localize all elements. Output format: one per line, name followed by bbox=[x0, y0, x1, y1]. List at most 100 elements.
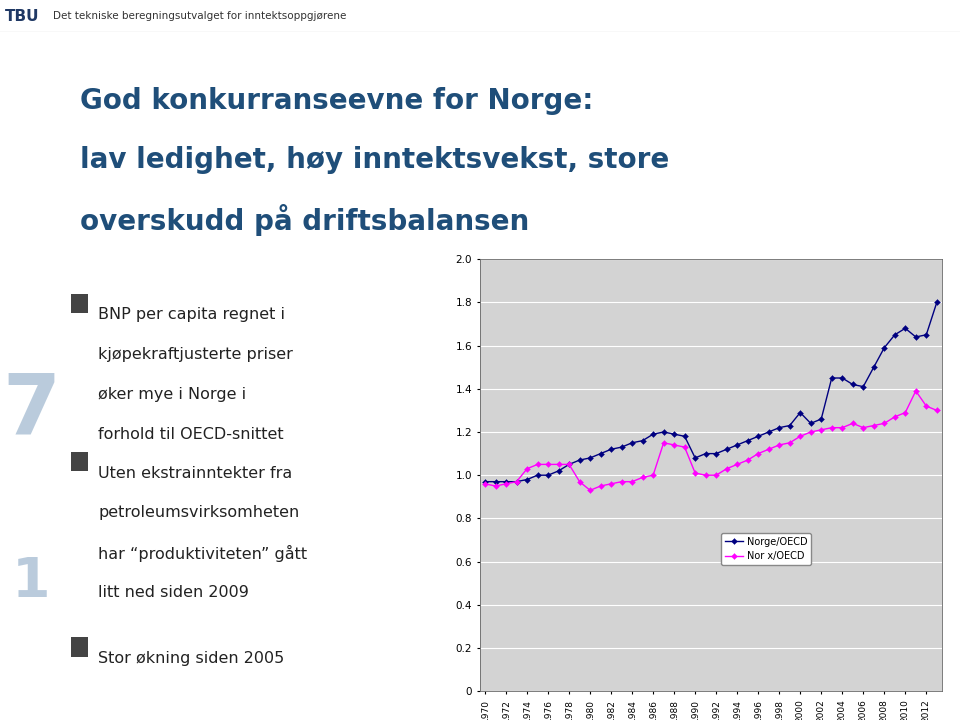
Line: Nor x/OECD: Nor x/OECD bbox=[483, 389, 939, 492]
Norge/OECD bbox=[564, 460, 575, 469]
Nor x/OECD bbox=[490, 482, 501, 490]
Norge/OECD bbox=[836, 374, 848, 382]
Nor x/OECD bbox=[606, 480, 617, 488]
Norge/OECD bbox=[931, 298, 943, 307]
Norge/OECD bbox=[721, 445, 732, 454]
Norge/OECD bbox=[511, 477, 522, 486]
Text: 1: 1 bbox=[12, 556, 51, 609]
Text: kjøpekraftjusterte priser: kjøpekraftjusterte priser bbox=[98, 347, 293, 362]
Norge/OECD bbox=[606, 445, 617, 454]
Nor x/OECD bbox=[784, 438, 796, 447]
Norge/OECD bbox=[553, 467, 564, 475]
Norge/OECD bbox=[742, 436, 754, 445]
Nor x/OECD bbox=[910, 387, 922, 395]
Nor x/OECD bbox=[500, 480, 512, 488]
Norge/OECD bbox=[647, 430, 659, 438]
Nor x/OECD bbox=[710, 471, 722, 480]
Text: Uten ekstrainntekter fra: Uten ekstrainntekter fra bbox=[98, 466, 293, 480]
Nor x/OECD bbox=[868, 421, 879, 430]
Norge/OECD bbox=[616, 443, 628, 451]
Nor x/OECD bbox=[732, 460, 743, 469]
Nor x/OECD bbox=[585, 486, 596, 495]
Nor x/OECD bbox=[479, 480, 491, 488]
Text: øker mye i Norge i: øker mye i Norge i bbox=[98, 387, 247, 402]
Norge/OECD bbox=[542, 471, 554, 480]
Text: overskudd på driftsbalansen: overskudd på driftsbalansen bbox=[81, 204, 530, 236]
Norge/OECD bbox=[732, 441, 743, 449]
Nor x/OECD bbox=[931, 406, 943, 415]
Norge/OECD bbox=[753, 432, 764, 441]
Text: God konkurranseevne for Norge:: God konkurranseevne for Norge: bbox=[81, 87, 593, 115]
Norge/OECD bbox=[532, 471, 543, 480]
Norge/OECD bbox=[795, 408, 806, 417]
Nor x/OECD bbox=[521, 464, 533, 473]
Nor x/OECD bbox=[564, 460, 575, 469]
Norge/OECD bbox=[889, 330, 900, 339]
Nor x/OECD bbox=[700, 471, 711, 480]
Text: Stor økning siden 2005: Stor økning siden 2005 bbox=[98, 651, 284, 666]
Norge/OECD bbox=[910, 333, 922, 341]
Text: Det tekniske beregningsutvalget for inntektsoppgjørene: Det tekniske beregningsutvalget for innt… bbox=[53, 12, 347, 21]
Text: TBU: TBU bbox=[5, 9, 39, 24]
Nor x/OECD bbox=[847, 419, 858, 428]
FancyBboxPatch shape bbox=[71, 637, 87, 657]
Nor x/OECD bbox=[889, 413, 900, 421]
Text: har “produktiviteten” gått: har “produktiviteten” gått bbox=[98, 545, 307, 562]
Nor x/OECD bbox=[836, 423, 848, 432]
Nor x/OECD bbox=[763, 445, 775, 454]
Nor x/OECD bbox=[679, 443, 690, 451]
Text: lav ledighet, høy inntektsvekst, store: lav ledighet, høy inntektsvekst, store bbox=[81, 146, 670, 174]
Nor x/OECD bbox=[878, 419, 890, 428]
Norge/OECD bbox=[521, 475, 533, 484]
Nor x/OECD bbox=[721, 464, 732, 473]
Norge/OECD bbox=[658, 428, 669, 436]
Norge/OECD bbox=[847, 380, 858, 389]
Text: 7: 7 bbox=[2, 370, 60, 451]
Nor x/OECD bbox=[774, 441, 785, 449]
Norge/OECD bbox=[479, 477, 491, 486]
Norge/OECD bbox=[585, 454, 596, 462]
Norge/OECD bbox=[636, 436, 648, 445]
Norge/OECD bbox=[826, 374, 837, 382]
Nor x/OECD bbox=[626, 477, 637, 486]
Norge/OECD bbox=[668, 430, 680, 438]
Norge/OECD bbox=[900, 324, 911, 333]
Legend: Norge/OECD, Nor x/OECD: Norge/OECD, Nor x/OECD bbox=[722, 533, 811, 565]
Norge/OECD bbox=[815, 415, 827, 423]
Norge/OECD bbox=[490, 477, 501, 486]
Nor x/OECD bbox=[753, 449, 764, 458]
Norge/OECD bbox=[868, 363, 879, 372]
Nor x/OECD bbox=[689, 469, 701, 477]
Text: petroleumsvirksomheten: petroleumsvirksomheten bbox=[98, 505, 300, 521]
Norge/OECD bbox=[710, 449, 722, 458]
Nor x/OECD bbox=[616, 477, 628, 486]
Line: Norge/OECD: Norge/OECD bbox=[483, 300, 939, 484]
Norge/OECD bbox=[574, 456, 586, 464]
Text: litt ned siden 2009: litt ned siden 2009 bbox=[98, 585, 250, 600]
Norge/OECD bbox=[626, 438, 637, 447]
Nor x/OECD bbox=[647, 471, 659, 480]
Nor x/OECD bbox=[636, 473, 648, 482]
Norge/OECD bbox=[500, 477, 512, 486]
Nor x/OECD bbox=[742, 456, 754, 464]
Nor x/OECD bbox=[658, 438, 669, 447]
Norge/OECD bbox=[679, 432, 690, 441]
Nor x/OECD bbox=[857, 423, 869, 432]
Norge/OECD bbox=[595, 449, 607, 458]
Text: BNP per capita regnet i: BNP per capita regnet i bbox=[98, 307, 285, 323]
Nor x/OECD bbox=[542, 460, 554, 469]
Nor x/OECD bbox=[668, 441, 680, 449]
Norge/OECD bbox=[805, 419, 817, 428]
Norge/OECD bbox=[774, 423, 785, 432]
Norge/OECD bbox=[689, 454, 701, 462]
Norge/OECD bbox=[921, 330, 932, 339]
Nor x/OECD bbox=[511, 477, 522, 486]
FancyBboxPatch shape bbox=[71, 452, 87, 471]
Norge/OECD bbox=[857, 382, 869, 391]
Nor x/OECD bbox=[826, 423, 837, 432]
Text: forhold til OECD-snittet: forhold til OECD-snittet bbox=[98, 427, 284, 442]
Nor x/OECD bbox=[532, 460, 543, 469]
Nor x/OECD bbox=[900, 408, 911, 417]
Norge/OECD bbox=[763, 428, 775, 436]
Nor x/OECD bbox=[553, 460, 564, 469]
